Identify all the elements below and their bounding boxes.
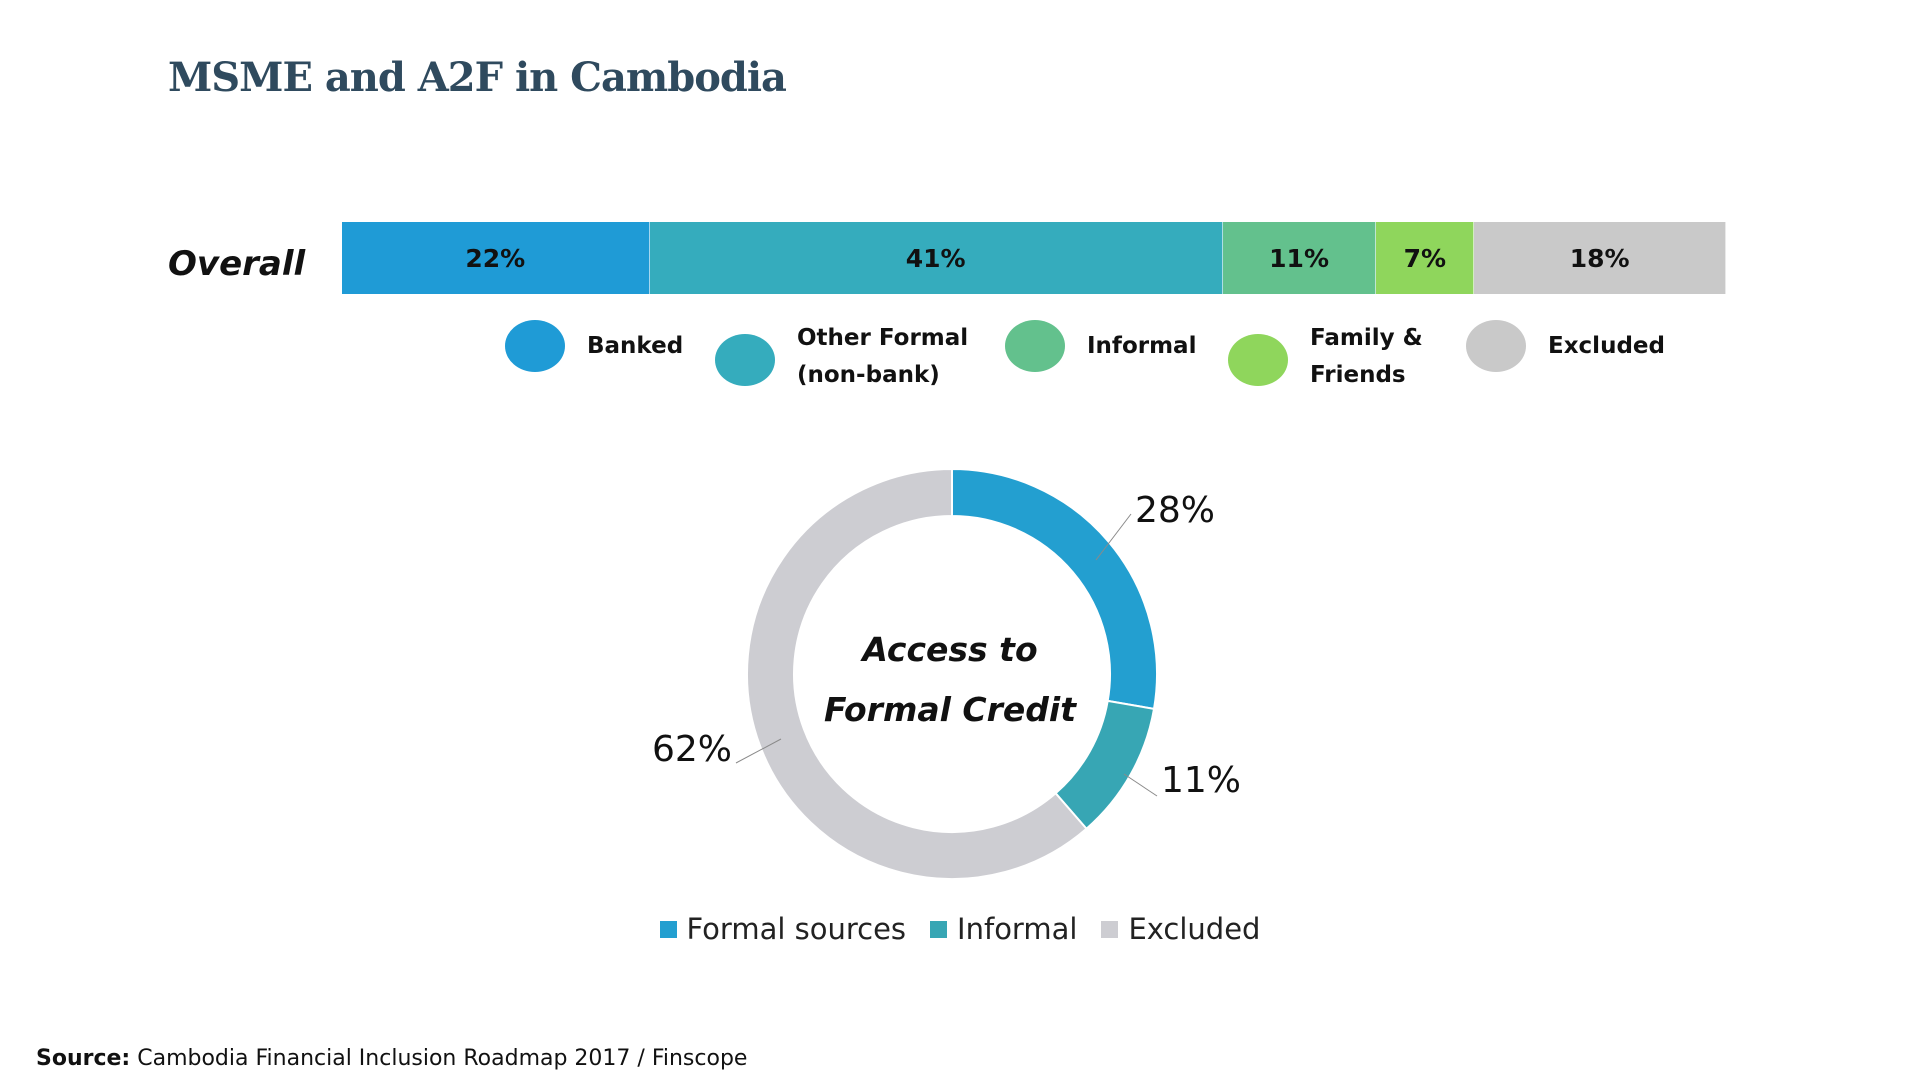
donut-data-label-2: 62% xyxy=(652,729,732,770)
donut-data-label-1: 11% xyxy=(1161,760,1241,801)
bar-segment-1: 41% xyxy=(649,222,1223,294)
donut-legend-label-1: Informal xyxy=(957,912,1078,946)
bar-segment-0: 22% xyxy=(342,222,650,294)
bar-legend-item-2: Informal xyxy=(1005,320,1196,372)
donut-leader-line-0 xyxy=(1095,513,1132,561)
bar-legend-item-1: Other Formal (non-bank) xyxy=(715,320,968,394)
donut-leader-line-2 xyxy=(735,738,782,764)
bar-segment-2: 11% xyxy=(1222,222,1377,294)
donut-legend-item-1: Informal xyxy=(930,912,1077,946)
bar-legend-swatch-3 xyxy=(1228,333,1288,386)
donut-legend-swatch-1 xyxy=(930,920,948,938)
bar-legend-swatch-0 xyxy=(505,320,565,372)
bar-segment-4: 18% xyxy=(1474,222,1726,294)
donut-center-label: Access to Formal Credit xyxy=(800,620,1100,740)
page-title: MSME and A2F in Cambodia xyxy=(168,54,787,101)
donut-legend-label-2: Excluded xyxy=(1128,912,1261,946)
donut-legend-swatch-2 xyxy=(1101,920,1119,938)
bar-legend-label-0: Banked xyxy=(587,332,684,359)
donut-legend-item-2: Excluded xyxy=(1101,912,1260,946)
donut-legend-label-0: Formal sources xyxy=(686,912,907,946)
donut-legend-item-0: Formal sources xyxy=(659,912,907,946)
bar-legend-swatch-4 xyxy=(1466,320,1526,372)
bar-segment-3: 7% xyxy=(1376,222,1475,294)
bar-legend-label-1: Other Formal (non-bank) xyxy=(797,325,969,388)
source-prefix: Source: xyxy=(36,1046,131,1071)
bar-category-label: Overall xyxy=(168,244,306,284)
donut-center-line-2: Formal Credit xyxy=(824,690,1076,729)
bar-legend: Banked Other Formal (non-bank) Informal Fam… xyxy=(0,320,1920,400)
donut-data-label-0: 28% xyxy=(1135,490,1215,531)
source-note: Source: Cambodia Financial Inclusion Roa… xyxy=(36,1046,747,1071)
donut-legend: Formal sources Informal Excluded xyxy=(0,912,1920,946)
bar-legend-swatch-2 xyxy=(1005,320,1065,372)
bar-legend-item-0: Banked xyxy=(505,320,683,372)
donut-center-line-1: Access to xyxy=(862,630,1038,669)
bar-legend-swatch-1 xyxy=(715,333,775,386)
donut-legend-swatch-0 xyxy=(659,920,677,938)
bar-legend-label-4: Excluded xyxy=(1548,332,1665,359)
bar-legend-item-3: Family & Friends xyxy=(1228,320,1423,394)
source-text: Cambodia Financial Inclusion Roadmap 201… xyxy=(130,1046,748,1071)
bar-legend-item-4: Excluded xyxy=(1466,320,1665,372)
donut-slice-2 xyxy=(746,467,1088,880)
bar-legend-label-2: Informal xyxy=(1087,332,1197,359)
donut-leader-line-1 xyxy=(1123,773,1158,797)
bar-legend-label-3: Family & Friends xyxy=(1310,325,1423,388)
stacked-bar-chart: 22% 41% 11% 7% 18% xyxy=(342,222,1726,294)
